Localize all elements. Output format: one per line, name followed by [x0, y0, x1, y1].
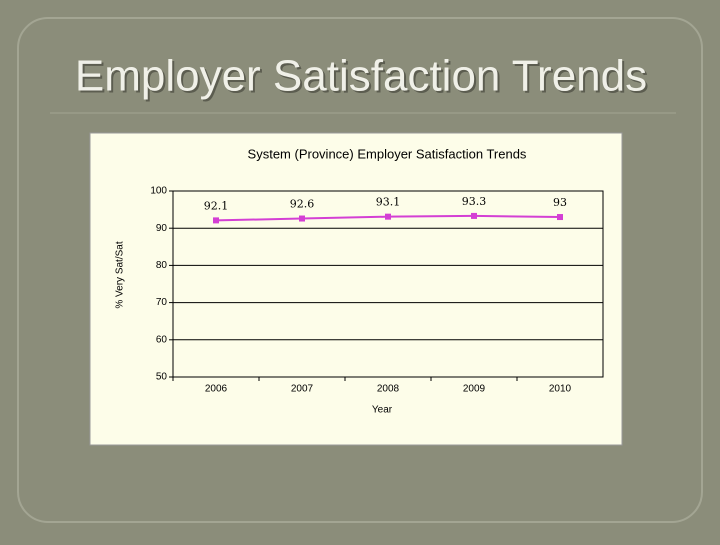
data-label: 93.1: [376, 196, 401, 209]
data-point: [213, 217, 219, 224]
chart-area: [89, 132, 623, 446]
data-label: 92.6: [290, 198, 315, 211]
data-label: 93: [553, 196, 567, 209]
x-tick-label: 2009: [463, 384, 486, 395]
data-point: [299, 215, 305, 222]
y-tick-label: 80: [156, 260, 168, 271]
x-axis-label: Year: [372, 405, 393, 416]
y-axis-label: % Very Sat/Sat: [115, 241, 126, 308]
x-tick-label: 2008: [377, 384, 400, 395]
slide-title: Employer Satisfaction Trends: [75, 52, 647, 101]
x-tick-label: 2007: [291, 384, 314, 395]
data-point: [557, 214, 563, 221]
y-tick-label: 90: [156, 223, 168, 234]
data-point: [385, 213, 391, 220]
data-point: [471, 212, 477, 219]
x-tick-label: 2010: [549, 384, 572, 395]
y-tick-label: 70: [156, 297, 168, 308]
slide-frame: [17, 17, 703, 523]
slide-title-shadow: Employer Satisfaction Trends: [77, 54, 649, 103]
chart-title: System (Province) Employer Satisfaction …: [248, 146, 527, 161]
data-label: 92.1: [204, 199, 229, 212]
y-tick-label: 100: [150, 186, 167, 197]
data-label: 93.3: [462, 195, 487, 208]
y-tick-label: 60: [156, 334, 168, 345]
x-tick-label: 2006: [205, 384, 228, 395]
y-tick-label: 50: [156, 372, 168, 383]
